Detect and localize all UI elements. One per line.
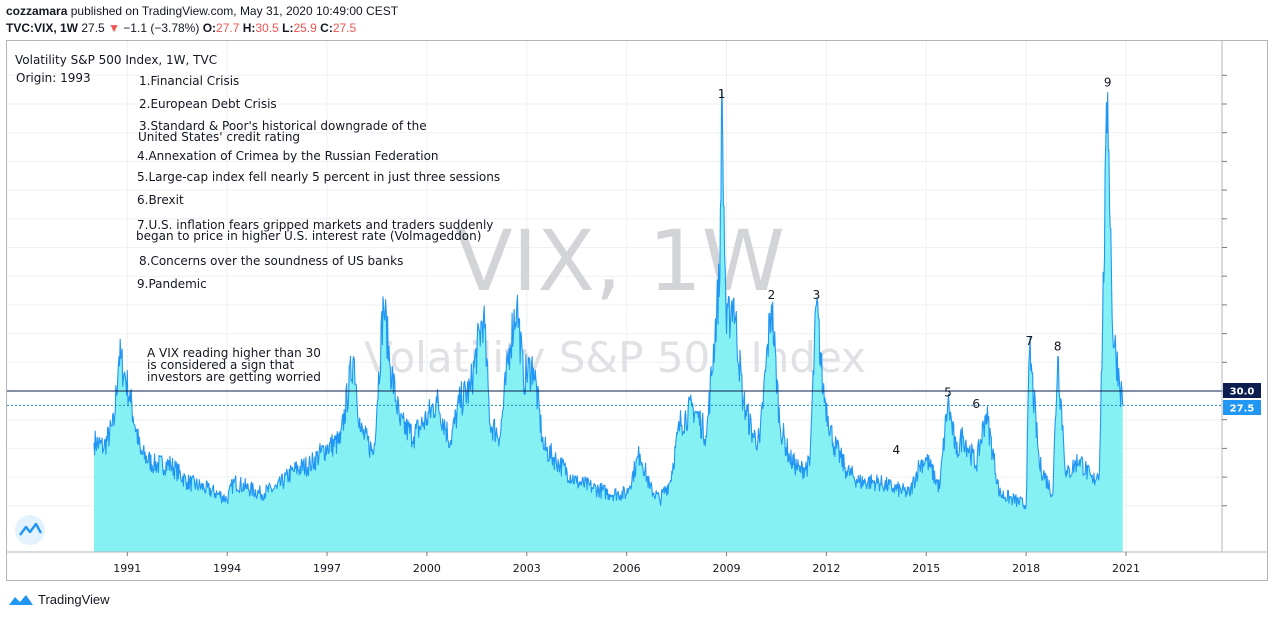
publish-info: cozzamara published on TradingView.com, … (6, 4, 398, 18)
event-list-item: 1.Financial Crisis (139, 74, 239, 88)
vix-area-fill (94, 90, 1123, 552)
close-label: C: (320, 21, 333, 35)
vix-chart[interactable]: VIX, 1W Volatility S&P 500 Index 1991 199… (0, 0, 1274, 590)
author-name[interactable]: cozzamara (6, 4, 68, 18)
x-tick-label: 2015 (912, 562, 940, 575)
x-tick-label: 2006 (613, 562, 641, 575)
publish-text: published on TradingView.com, May 31, 20… (70, 4, 399, 18)
origin-label: Origin: 1993 (16, 71, 91, 85)
event-marker-label: 7 (1026, 334, 1034, 348)
event-marker-label: 1 (718, 87, 726, 101)
high-label: H: (242, 21, 256, 35)
last-price: 27.5 (81, 21, 105, 35)
price-change: −1.1 (−3.78%) (123, 21, 200, 35)
event-list-item: United States' credit rating (138, 130, 300, 144)
down-arrow-icon: ▼ (108, 21, 120, 35)
time-axis: 1991 1994 1997 2000 2003 2006 2009 2012 2015 2018… (113, 552, 1140, 575)
watermark: VIX, 1W Volatility S&P 500 Index (364, 212, 866, 382)
x-tick-label: 2000 (413, 562, 441, 575)
event-list-item: began to price in higher U.S. interest r… (136, 229, 481, 243)
x-tick-label: 2018 (1012, 562, 1040, 575)
x-tick-label: 1991 (113, 562, 141, 575)
open-value: 27.7 (216, 21, 240, 35)
x-tick-label: 1997 (313, 562, 341, 575)
vix-series-line (93, 90, 1124, 510)
footer: TradingView (8, 592, 110, 607)
price-label-last: 27.5 (1223, 400, 1261, 415)
vix-note-line: is considered a sign that (147, 358, 294, 372)
x-tick-label: 1994 (213, 562, 241, 575)
high-value: 30.5 (255, 21, 279, 35)
tradingview-brand-icon (9, 594, 33, 605)
event-list-item: 2.European Debt Crisis (139, 97, 277, 111)
event-list: 1.Financial Crisis 2.European Debt Crisis… (136, 74, 500, 291)
event-list-item: 9.Pandemic (137, 277, 207, 291)
event-marker-label: 9 (1104, 76, 1112, 90)
price-axis-ticks (1222, 74, 1227, 507)
tradingview-logo-icon[interactable] (15, 515, 45, 545)
event-markers: 1 2 3 4 5 6 7 8 9 (718, 76, 1112, 457)
event-list-item: 3.Standard & Poor's historical downgrade… (139, 119, 427, 133)
event-list-item: 8.Concerns over the soundness of US bank… (139, 254, 403, 268)
x-tick-label: 2003 (513, 562, 541, 575)
low-label: L: (282, 21, 294, 35)
watermark-symbol: VIX, 1W (455, 212, 785, 310)
threshold-value: 30.0 (1230, 387, 1255, 398)
series-title: Volatility S&P 500 Index, 1W, TVC (15, 53, 217, 67)
plot-area (93, 90, 1124, 552)
event-marker-label: 5 (944, 385, 952, 399)
x-tick-label: 2012 (812, 562, 840, 575)
event-marker-label: 6 (972, 397, 980, 411)
watermark-name: Volatility S&P 500 Index (364, 333, 866, 382)
event-list-item: 5.Large-cap index fell nearly 5 percent … (137, 170, 500, 184)
event-list-item: 4.Annexation of Crimea by the Russian Fe… (137, 149, 439, 163)
x-tick-label: 2009 (713, 562, 741, 575)
event-marker-label: 3 (813, 288, 821, 302)
close-value: 27.5 (332, 21, 357, 35)
event-marker-label: 8 (1054, 340, 1062, 354)
x-tick-label: 2021 (1112, 562, 1140, 575)
price-label-threshold: 30.0 (1223, 383, 1261, 398)
vix-note-line: investors are getting worried (147, 370, 321, 384)
event-marker-label: 2 (768, 288, 776, 302)
symbol-name: TVC:VIX, 1W (6, 21, 79, 35)
chart-frame (6, 40, 1268, 581)
event-list-item: 7.U.S. inflation fears gripped markets a… (137, 218, 493, 232)
event-list-item: 6.Brexit (137, 193, 184, 207)
vix-note-line: A VIX reading higher than 30 (147, 346, 321, 360)
open-label: O: (202, 21, 217, 35)
last-value: 27.5 (1230, 404, 1255, 415)
brand-name[interactable]: TradingView (38, 592, 110, 607)
event-marker-label: 4 (892, 443, 900, 457)
symbol-info-line: TVC:VIX, 1W 27.5 ▼ −1.1 (−3.78%) O:27.7 … (6, 21, 356, 35)
low-value: 25.9 (293, 21, 317, 35)
